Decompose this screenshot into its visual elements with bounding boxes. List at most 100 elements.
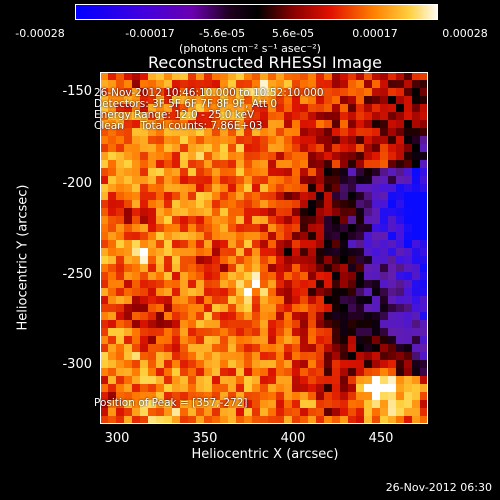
image-pixel	[260, 320, 268, 328]
image-pixel	[308, 104, 316, 112]
image-pixel	[356, 304, 364, 312]
image-pixel	[220, 152, 228, 160]
image-pixel	[220, 416, 228, 424]
image-pixel	[172, 416, 180, 424]
image-pixel	[316, 344, 324, 352]
image-pixel	[332, 200, 340, 208]
image-pixel	[300, 264, 308, 272]
image-pixel	[332, 88, 340, 96]
image-pixel	[244, 96, 252, 104]
image-pixel	[316, 264, 324, 272]
image-pixel	[236, 272, 244, 280]
image-pixel	[372, 128, 380, 136]
image-pixel	[412, 96, 420, 104]
image-pixel	[380, 104, 388, 112]
image-pixel	[380, 312, 388, 320]
image-pixel	[156, 360, 164, 368]
image-pixel	[388, 328, 396, 336]
image-pixel	[108, 80, 116, 88]
image-pixel	[180, 224, 188, 232]
image-pixel	[132, 208, 140, 216]
image-pixel	[284, 216, 292, 224]
image-pixel	[252, 392, 260, 400]
x-axis-label: Heliocentric X (arcsec)	[191, 447, 339, 462]
image-pixel	[292, 232, 300, 240]
image-pixel	[132, 264, 140, 272]
image-pixel	[412, 152, 420, 160]
image-pixel	[404, 408, 412, 416]
image-pixel	[372, 168, 380, 176]
image-pixel	[204, 264, 212, 272]
image-pixel	[180, 384, 188, 392]
image-pixel	[316, 144, 324, 152]
image-pixel	[252, 312, 260, 320]
image-pixel	[420, 296, 428, 304]
image-pixel	[372, 184, 380, 192]
image-pixel	[164, 104, 172, 112]
image-pixel	[388, 88, 396, 96]
image-pixel	[412, 272, 420, 280]
image-pixel	[188, 112, 196, 120]
image-pixel	[372, 320, 380, 328]
image-pixel	[108, 232, 116, 240]
image-pixel	[204, 288, 212, 296]
image-pixel	[212, 336, 220, 344]
image-pixel	[388, 144, 396, 152]
image-pixel	[172, 80, 180, 88]
image-pixel	[300, 168, 308, 176]
image-pixel	[236, 264, 244, 272]
image-pixel	[420, 200, 428, 208]
image-pixel	[404, 248, 412, 256]
image-pixel	[252, 200, 260, 208]
image-pixel	[148, 184, 156, 192]
image-pixel	[156, 376, 164, 384]
image-pixel	[172, 72, 180, 80]
image-pixel	[284, 280, 292, 288]
image-pixel	[252, 272, 260, 280]
image-pixel	[260, 160, 268, 168]
image-pixel	[316, 208, 324, 216]
image-pixel	[316, 128, 324, 136]
image-pixel	[276, 416, 284, 424]
image-pixel	[388, 296, 396, 304]
image-pixel	[140, 328, 148, 336]
image-pixel	[276, 136, 284, 144]
image-pixel	[340, 216, 348, 224]
image-pixel	[404, 208, 412, 216]
image-pixel	[148, 312, 156, 320]
image-pixel	[356, 416, 364, 424]
image-pixel	[332, 216, 340, 224]
image-pixel	[380, 352, 388, 360]
image-pixel	[276, 344, 284, 352]
image-pixel	[148, 144, 156, 152]
image-pixel	[404, 376, 412, 384]
detectors-annotation: Detectors: 3F 5F 6F 7F 8F 9F, Att 0	[94, 98, 278, 110]
image-pixel	[284, 392, 292, 400]
image-pixel	[260, 272, 268, 280]
image-pixel	[404, 280, 412, 288]
image-pixel	[204, 328, 212, 336]
image-pixel	[252, 136, 260, 144]
image-pixel	[308, 320, 316, 328]
image-pixel	[124, 72, 132, 80]
image-pixel	[300, 416, 308, 424]
image-pixel	[260, 96, 268, 104]
image-pixel	[340, 408, 348, 416]
image-pixel	[276, 232, 284, 240]
image-pixel	[108, 312, 116, 320]
image-pixel	[356, 88, 364, 96]
image-pixel	[244, 224, 252, 232]
image-pixel	[356, 264, 364, 272]
image-pixel	[308, 288, 316, 296]
image-pixel	[212, 216, 220, 224]
image-pixel	[388, 136, 396, 144]
image-pixel	[156, 400, 164, 408]
image-pixel	[276, 256, 284, 264]
image-pixel	[404, 368, 412, 376]
image-pixel	[244, 368, 252, 376]
image-pixel	[316, 136, 324, 144]
image-pixel	[212, 264, 220, 272]
image-pixel	[364, 152, 372, 160]
image-pixel	[276, 144, 284, 152]
image-pixel	[204, 136, 212, 144]
